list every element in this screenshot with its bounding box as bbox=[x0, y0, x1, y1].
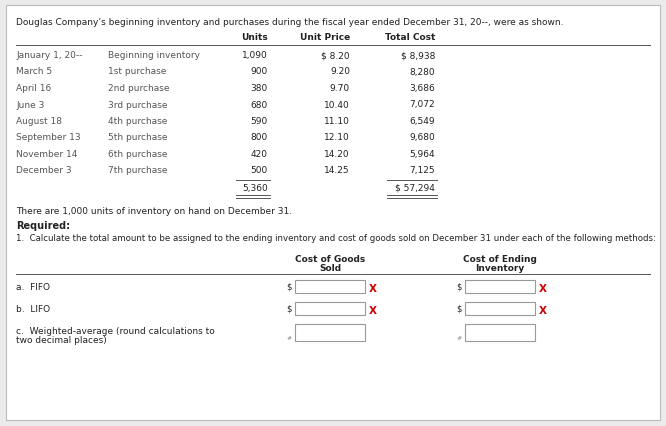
Text: September 13: September 13 bbox=[16, 133, 81, 142]
Text: August 18: August 18 bbox=[16, 117, 62, 126]
Text: #: # bbox=[457, 335, 462, 340]
Text: X: X bbox=[369, 283, 377, 294]
Text: 7th purchase: 7th purchase bbox=[108, 166, 168, 175]
Text: Beginning inventory: Beginning inventory bbox=[108, 51, 200, 60]
Text: two decimal places): two decimal places) bbox=[16, 335, 107, 344]
Text: 900: 900 bbox=[251, 67, 268, 76]
Text: 12.10: 12.10 bbox=[324, 133, 350, 142]
Text: Total Cost: Total Cost bbox=[385, 33, 435, 42]
Text: 9.20: 9.20 bbox=[330, 67, 350, 76]
Text: January 1, 20--: January 1, 20-- bbox=[16, 51, 83, 60]
Text: Units: Units bbox=[241, 33, 268, 42]
Text: Douglas Company’s beginning inventory and purchases during the fiscal year ended: Douglas Company’s beginning inventory an… bbox=[16, 18, 563, 27]
Text: 1st purchase: 1st purchase bbox=[108, 67, 166, 76]
Text: 680: 680 bbox=[251, 100, 268, 109]
Text: 420: 420 bbox=[251, 150, 268, 158]
Text: 14.25: 14.25 bbox=[324, 166, 350, 175]
Text: 9,680: 9,680 bbox=[409, 133, 435, 142]
Text: 500: 500 bbox=[251, 166, 268, 175]
Text: 1,090: 1,090 bbox=[242, 51, 268, 60]
Text: 8,280: 8,280 bbox=[410, 67, 435, 76]
Text: 14.20: 14.20 bbox=[324, 150, 350, 158]
FancyBboxPatch shape bbox=[295, 324, 365, 341]
FancyBboxPatch shape bbox=[6, 6, 660, 420]
Text: b.  LIFO: b. LIFO bbox=[16, 304, 50, 313]
Text: 3rd purchase: 3rd purchase bbox=[108, 100, 168, 109]
Text: #: # bbox=[287, 335, 292, 340]
Text: c.  Weighted-average (round calculations to: c. Weighted-average (round calculations … bbox=[16, 326, 214, 335]
Text: 5th purchase: 5th purchase bbox=[108, 133, 168, 142]
Text: $: $ bbox=[457, 304, 462, 313]
Text: $ 57,294: $ 57,294 bbox=[395, 184, 435, 193]
Text: $: $ bbox=[286, 282, 292, 291]
Text: 11.10: 11.10 bbox=[324, 117, 350, 126]
Text: 4th purchase: 4th purchase bbox=[108, 117, 167, 126]
Text: 6th purchase: 6th purchase bbox=[108, 150, 168, 158]
Text: June 3: June 3 bbox=[16, 100, 45, 109]
FancyBboxPatch shape bbox=[295, 302, 365, 315]
Text: 1.  Calculate the total amount to be assigned to the ending inventory and cost o: 1. Calculate the total amount to be assi… bbox=[16, 233, 656, 242]
Text: $: $ bbox=[457, 282, 462, 291]
Text: Unit Price: Unit Price bbox=[300, 33, 350, 42]
Text: Sold: Sold bbox=[319, 263, 341, 272]
Text: 800: 800 bbox=[251, 133, 268, 142]
FancyBboxPatch shape bbox=[465, 280, 535, 294]
Text: 380: 380 bbox=[251, 84, 268, 93]
Text: There are 1,000 units of inventory on hand on December 31.: There are 1,000 units of inventory on ha… bbox=[16, 207, 292, 216]
Text: Cost of Ending: Cost of Ending bbox=[463, 254, 537, 263]
Text: $ 8,938: $ 8,938 bbox=[401, 51, 435, 60]
Text: X: X bbox=[369, 305, 377, 315]
FancyBboxPatch shape bbox=[465, 302, 535, 315]
Text: 5,964: 5,964 bbox=[410, 150, 435, 158]
Text: 6,549: 6,549 bbox=[410, 117, 435, 126]
Text: X: X bbox=[539, 283, 547, 294]
Text: Inventory: Inventory bbox=[476, 263, 525, 272]
Text: a.  FIFO: a. FIFO bbox=[16, 282, 50, 291]
Text: 3,686: 3,686 bbox=[409, 84, 435, 93]
Text: 2nd purchase: 2nd purchase bbox=[108, 84, 170, 93]
Text: $ 8.20: $ 8.20 bbox=[322, 51, 350, 60]
Text: December 3: December 3 bbox=[16, 166, 72, 175]
Text: 590: 590 bbox=[251, 117, 268, 126]
FancyBboxPatch shape bbox=[465, 324, 535, 341]
Text: $: $ bbox=[286, 304, 292, 313]
Text: 9.70: 9.70 bbox=[330, 84, 350, 93]
Text: 10.40: 10.40 bbox=[324, 100, 350, 109]
Text: Required:: Required: bbox=[16, 221, 70, 230]
Text: March 5: March 5 bbox=[16, 67, 52, 76]
FancyBboxPatch shape bbox=[295, 280, 365, 294]
Text: 7,072: 7,072 bbox=[410, 100, 435, 109]
Text: 5,360: 5,360 bbox=[242, 184, 268, 193]
Text: November 14: November 14 bbox=[16, 150, 77, 158]
Text: Cost of Goods: Cost of Goods bbox=[295, 254, 365, 263]
Text: 7,125: 7,125 bbox=[410, 166, 435, 175]
Text: X: X bbox=[539, 305, 547, 315]
Text: April 16: April 16 bbox=[16, 84, 51, 93]
